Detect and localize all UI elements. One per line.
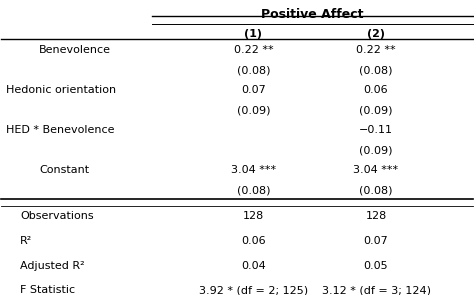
Text: 3.12 * (df = 3; 124): 3.12 * (df = 3; 124)	[321, 285, 430, 295]
Text: 0.04: 0.04	[241, 260, 266, 271]
Text: HED * Benevolence: HED * Benevolence	[6, 125, 115, 135]
Text: 3.04 ***: 3.04 ***	[354, 165, 399, 176]
Text: (0.08): (0.08)	[359, 65, 393, 75]
Text: 0.05: 0.05	[364, 260, 388, 271]
Text: 0.06: 0.06	[364, 85, 388, 95]
Text: 128: 128	[365, 211, 387, 221]
Text: 0.22 **: 0.22 **	[356, 45, 396, 55]
Text: 3.92 * (df = 2; 125): 3.92 * (df = 2; 125)	[199, 285, 308, 295]
Text: (0.09): (0.09)	[237, 105, 270, 115]
Text: (1): (1)	[245, 29, 263, 39]
Text: (0.08): (0.08)	[359, 186, 393, 195]
Text: F Statistic: F Statistic	[20, 285, 75, 295]
Text: 0.22 **: 0.22 **	[234, 45, 273, 55]
Text: 0.07: 0.07	[364, 236, 388, 246]
Text: 3.04 ***: 3.04 ***	[231, 165, 276, 176]
Text: 128: 128	[243, 211, 264, 221]
Text: R²: R²	[20, 236, 33, 246]
Text: 0.06: 0.06	[241, 236, 266, 246]
Text: −0.11: −0.11	[359, 125, 393, 135]
Text: Positive Affect: Positive Affect	[261, 8, 364, 21]
Text: 0.07: 0.07	[241, 85, 266, 95]
Text: (0.08): (0.08)	[237, 186, 270, 195]
Text: (0.09): (0.09)	[359, 145, 393, 155]
Text: (2): (2)	[367, 29, 385, 39]
Text: Observations: Observations	[20, 211, 94, 221]
Text: Hedonic orientation: Hedonic orientation	[6, 85, 116, 95]
Text: Adjusted R²: Adjusted R²	[20, 260, 85, 271]
Text: Benevolence: Benevolence	[39, 45, 111, 55]
Text: (0.08): (0.08)	[237, 65, 270, 75]
Text: (0.09): (0.09)	[359, 105, 393, 115]
Text: Constant: Constant	[39, 165, 89, 176]
